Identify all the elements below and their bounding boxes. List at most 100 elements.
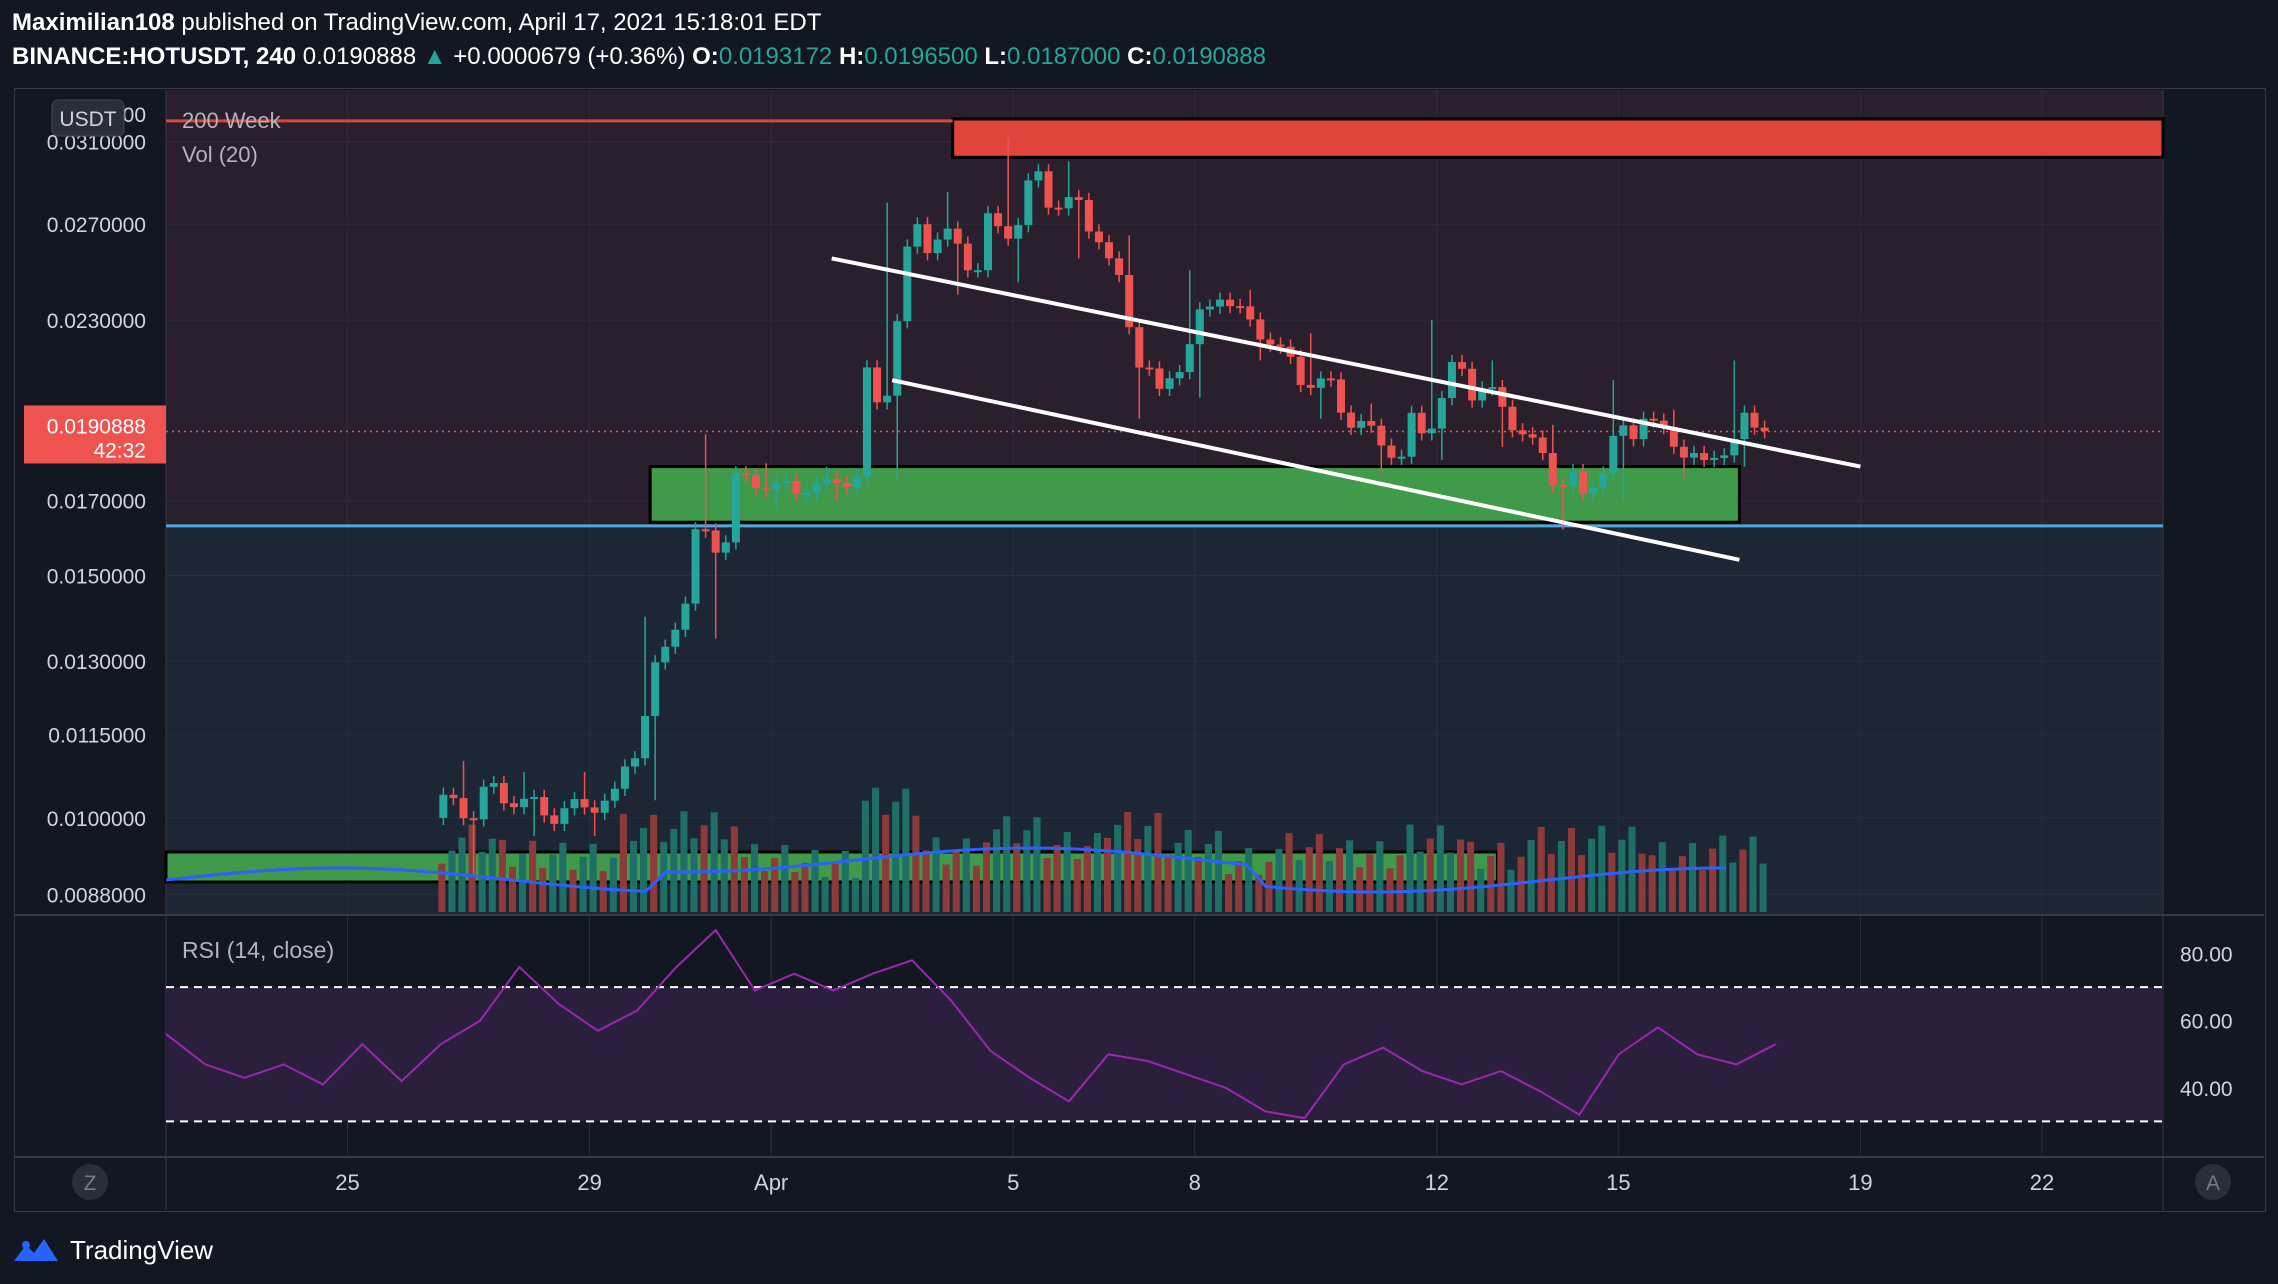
volume-bar [1335,848,1344,912]
volume-bar [1618,839,1626,912]
volume-bar [1144,825,1152,912]
candle-body [540,797,549,816]
volume-bar [1729,862,1737,912]
volume-bar [468,824,476,912]
volume-bar [942,864,950,912]
candles [439,137,1769,875]
footer-brand[interactable]: TradingView [70,1234,214,1265]
volume-bar [1376,841,1384,912]
candle-body [812,483,821,493]
candle-body [943,228,952,240]
candle-body [1115,258,1124,275]
candle-body [731,473,740,543]
candle-body [1679,446,1688,458]
candle-body [1508,406,1517,431]
candle-body [822,479,831,484]
volume-bar [801,862,809,912]
candle-body [1599,473,1608,488]
candle-body [600,800,609,813]
candle-body [1004,226,1013,239]
candle-body [641,716,650,759]
footer: TradingView [12,1230,213,1270]
candle-body [1034,171,1043,181]
x-tick-label: 22 [2030,1170,2054,1195]
volume-bar [1174,842,1182,912]
candle-body [620,766,629,789]
candle-body [1367,420,1376,426]
volume-bar [1567,827,1576,912]
price-tick-label: 0.0170000 [47,491,146,514]
upper-shaded-region [166,90,2163,526]
volume-bar [1285,833,1293,912]
volume-bar [498,839,506,912]
author-name[interactable]: Maximilian108 [12,9,175,36]
candle-body [1014,225,1023,239]
price-tick-label: 0.0270000 [47,214,146,237]
candle-body [1730,439,1739,456]
volume-bar [619,813,627,912]
volume-bar [1688,843,1697,912]
candle-body [1639,418,1648,440]
candle-body [489,783,498,787]
candle-body [883,395,892,403]
volume-bar [1346,840,1354,912]
candle-body [1690,453,1699,458]
volume-bar [1678,856,1686,912]
volume-bar [529,840,537,912]
volume-bar [1083,845,1091,912]
candle-body [509,803,518,808]
volume-bar [831,863,839,912]
volume-bar [1598,825,1606,912]
volume-bar [750,844,759,912]
candle-body [590,807,599,813]
countdown-label: 42:32 [93,439,146,462]
candle-body [852,476,861,487]
volume-bar [932,837,940,912]
volume-bar [609,857,617,912]
volume-bar [539,867,547,912]
timezone-button[interactable] [72,1164,108,1200]
candle-body [671,629,680,647]
rsi-tick-label: 40.00 [2180,1078,2233,1101]
volume-bar [1305,847,1313,912]
volume-bar [1386,868,1394,912]
candle-body [550,815,559,824]
support-zone-box[interactable] [648,465,1741,524]
candle-body [1195,309,1204,345]
candle-body [933,239,942,254]
candle-body [752,475,761,489]
volume-bar [1396,855,1404,912]
volume-bar [1578,854,1586,912]
lower-trendline[interactable] [891,378,1740,562]
candle-body [610,788,619,801]
up-arrow-icon: ▲ [422,43,447,70]
candle-body [1266,339,1275,345]
resistance-zone-box[interactable] [951,117,2165,159]
volume-bar [1527,839,1535,912]
symbol-label: BINANCE:HOTUSDT, 240 [12,43,297,70]
candle-body [439,794,448,818]
volume-bar [1497,842,1505,912]
current-price-label: 0.0190888 [47,415,146,438]
volume-bar [1739,849,1747,912]
currency-badge[interactable] [51,99,125,137]
candle-body [1084,199,1093,232]
high-value: 0.0196500 [864,43,978,70]
volume-bar [1214,830,1223,912]
candle-body [1478,388,1487,401]
volume-bar [1608,852,1616,912]
volume-bar [1184,829,1192,912]
candle-body [1074,197,1083,200]
volume-bar [1154,812,1162,912]
volume-bar [650,814,658,912]
volume-bar [851,877,859,912]
candle-body [499,783,508,804]
candle-body [1236,306,1245,309]
volume-bar [629,840,638,912]
currency-label: USDT [59,108,116,131]
upper-trendline[interactable] [831,256,1861,469]
volume-bar [1487,855,1495,912]
auto-scale-button[interactable] [2195,1164,2231,1200]
candle-body [1659,420,1668,428]
